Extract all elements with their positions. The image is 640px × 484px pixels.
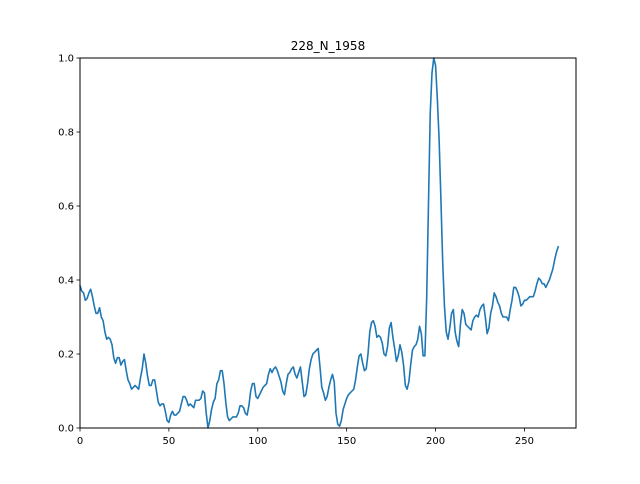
plot-area (80, 58, 576, 428)
x-tick-label: 150 (337, 436, 356, 447)
x-tick-label: 100 (248, 436, 267, 447)
y-tick-label: 0.0 (58, 424, 74, 435)
x-tick-label: 200 (426, 436, 445, 447)
x-tick-label: 250 (515, 436, 534, 447)
y-tick-label: 0.2 (58, 350, 74, 361)
y-tick-label: 0.4 (58, 276, 74, 287)
y-tick-label: 0.6 (58, 202, 74, 213)
series-line (79, 57, 560, 429)
series-layer (79, 57, 560, 429)
chart-title: 228_N_1958 (291, 39, 365, 53)
x-tick-label: 0 (77, 436, 83, 447)
y-tick-label: 1.0 (58, 54, 74, 65)
x-tick-label: 50 (163, 436, 176, 447)
y-tick-label: 0.8 (58, 128, 74, 139)
axis-ticks: 0 50 100 150 200 250 0.0 0.2 0.4 0.6 0.8 1.0 (58, 54, 534, 448)
axes-frame (79, 57, 577, 429)
